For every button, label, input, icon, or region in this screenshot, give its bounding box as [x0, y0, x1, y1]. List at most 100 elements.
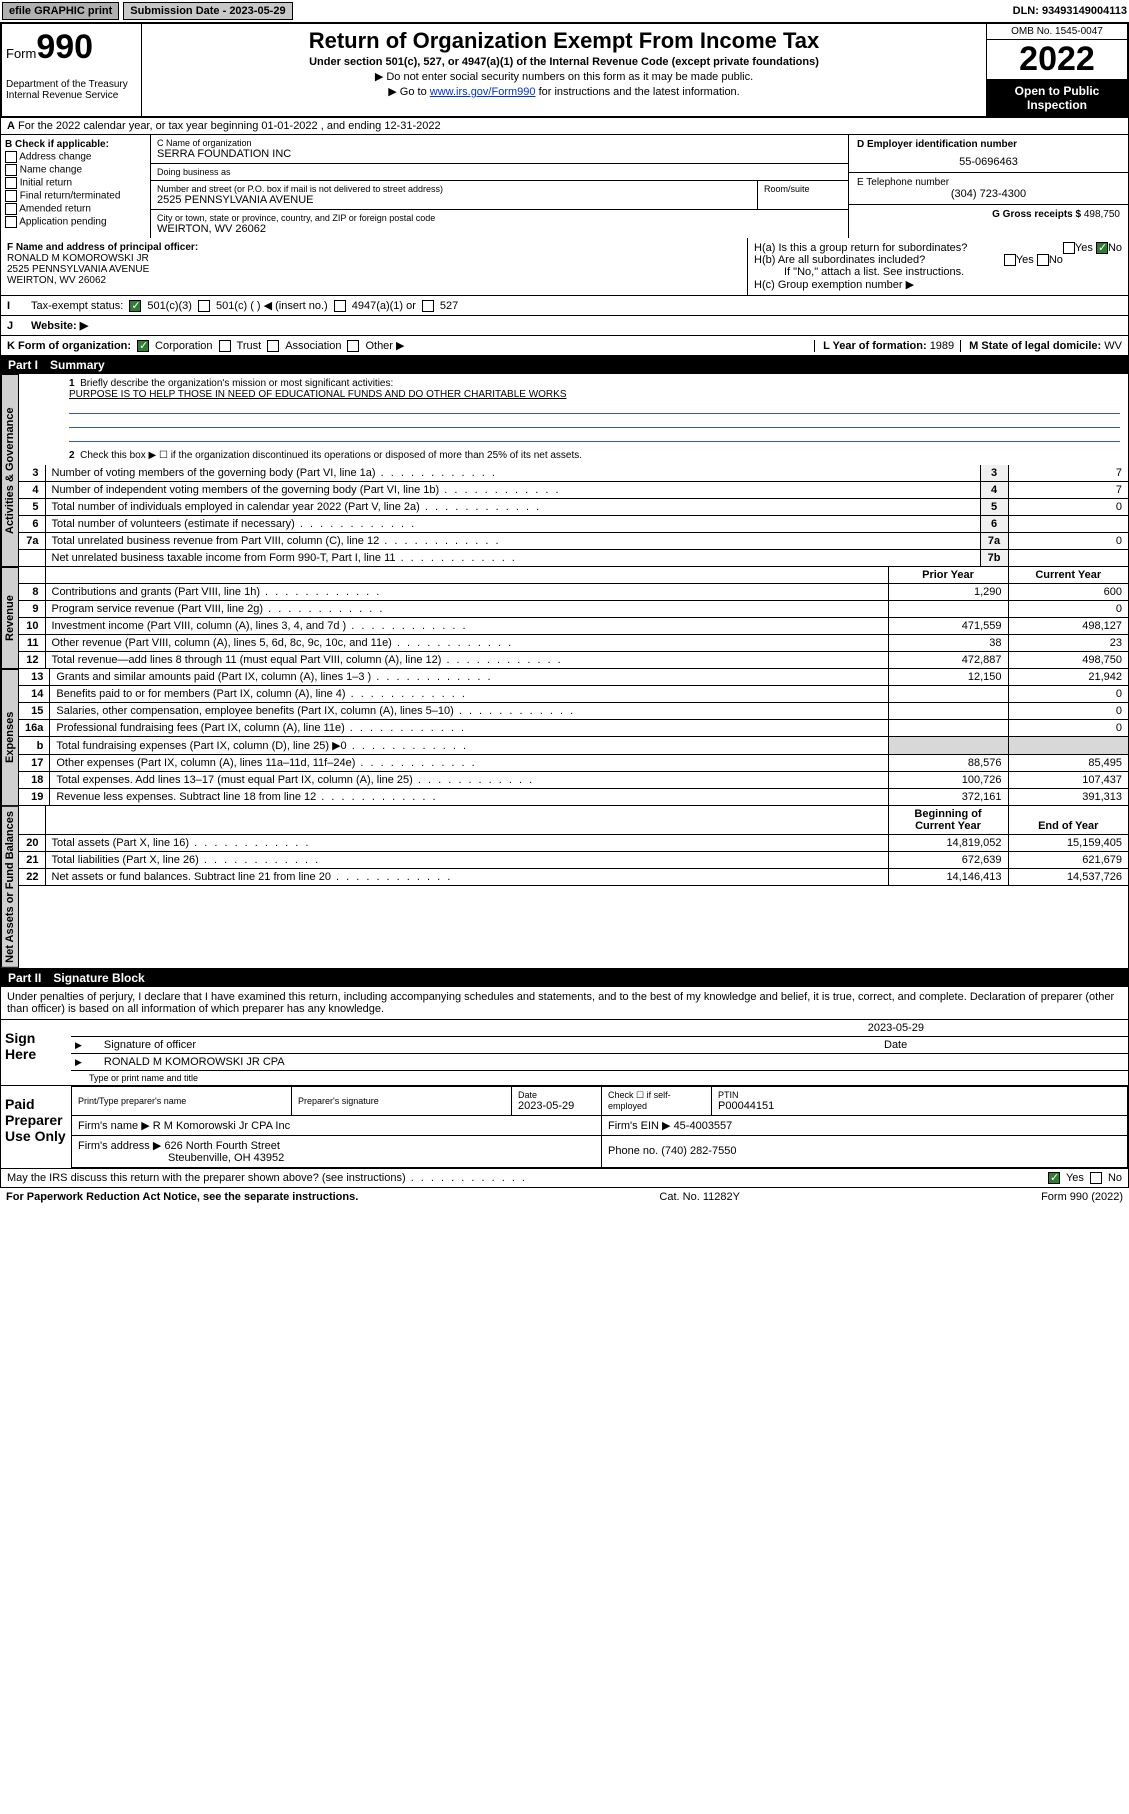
- room-label: Room/suite: [764, 184, 842, 194]
- prep-name-label: Print/Type preparer's name: [78, 1096, 285, 1106]
- discuss-yes: Yes: [1066, 1172, 1084, 1184]
- ha-yes-checkbox[interactable]: [1063, 242, 1075, 254]
- officer-addr2: WEIRTON, WV 26062: [7, 275, 106, 286]
- sig-arrow-icon: [75, 1039, 84, 1051]
- table-row: 8Contributions and grants (Part VIII, li…: [19, 584, 1128, 601]
- open-public-badge: Open to Public Inspection: [987, 80, 1127, 116]
- firm-addr-label: Firm's address ▶: [78, 1140, 161, 1152]
- phone-label: E Telephone number: [857, 177, 949, 188]
- hb-no-checkbox[interactable]: [1037, 254, 1049, 266]
- table-row: 14Benefits paid to or for members (Part …: [19, 686, 1128, 703]
- row-fh: F Name and address of principal officer:…: [0, 238, 1129, 296]
- ein-label: D Employer identification number: [857, 139, 1017, 150]
- sig-arrow-icon-2: [75, 1056, 84, 1068]
- ha-no-checkbox[interactable]: [1096, 242, 1108, 254]
- hc-label: H(c) Group exemption number ▶: [754, 279, 914, 291]
- irs-link[interactable]: www.irs.gov/Form990: [430, 86, 536, 98]
- line-a: A For the 2022 calendar year, or tax yea…: [0, 118, 1129, 135]
- prep-sig-label: Preparer's signature: [298, 1096, 505, 1106]
- domicile-label: M State of legal domicile:: [969, 340, 1101, 352]
- form-subtitle: Under section 501(c), 527, or 4947(a)(1)…: [150, 56, 978, 68]
- col-curr: Current Year: [1008, 567, 1128, 584]
- line-a-text: For the 2022 calendar year, or tax year …: [18, 120, 441, 132]
- col-prior: Prior Year: [888, 567, 1008, 584]
- discuss-yes-checkbox[interactable]: [1048, 1172, 1060, 1184]
- note2-pre: ▶ Go to: [388, 86, 429, 98]
- paid-preparer-label: Paid Preparer Use Only: [1, 1086, 71, 1168]
- opt-corp: Corporation: [155, 340, 212, 352]
- page-footer: For Paperwork Reduction Act Notice, see …: [0, 1188, 1129, 1206]
- corp-checkbox[interactable]: [137, 340, 149, 352]
- part1-body: Activities & Governance 1 Briefly descri…: [0, 374, 1129, 969]
- q1-text: PURPOSE IS TO HELP THOSE IN NEED OF EDUC…: [69, 389, 567, 400]
- self-employed-check[interactable]: Check ☐ if self-employed: [602, 1086, 712, 1115]
- checkbox-option[interactable]: Name change: [5, 164, 146, 176]
- checkbox-option[interactable]: Application pending: [5, 216, 146, 228]
- other-checkbox[interactable]: [347, 340, 359, 352]
- org-name: SERRA FOUNDATION INC: [157, 148, 842, 160]
- discuss-no-checkbox[interactable]: [1090, 1172, 1102, 1184]
- officer-label: F Name and address of principal officer:: [7, 242, 198, 253]
- dept-label: Department of the Treasury: [6, 79, 137, 90]
- 527-checkbox[interactable]: [422, 300, 434, 312]
- checkbox-option[interactable]: Address change: [5, 151, 146, 163]
- section-b: B Check if applicable: Address change Na…: [1, 135, 151, 238]
- table-row: 3Number of voting members of the governi…: [19, 465, 1128, 482]
- discuss-no: No: [1108, 1172, 1122, 1184]
- table-row: 7aTotal unrelated business revenue from …: [19, 533, 1128, 550]
- assoc-checkbox[interactable]: [267, 340, 279, 352]
- efile-button[interactable]: efile GRAPHIC print: [2, 2, 119, 20]
- topbar: efile GRAPHIC print Submission Date - 20…: [0, 0, 1129, 22]
- yes-label: Yes: [1075, 242, 1093, 254]
- checkbox-option[interactable]: Amended return: [5, 203, 146, 215]
- col-beg: Beginning of Current Year: [888, 806, 1008, 835]
- side-netassets: Net Assets or Fund Balances: [1, 806, 19, 968]
- opt-assoc: Association: [285, 340, 341, 352]
- 501c-checkbox[interactable]: [198, 300, 210, 312]
- no-label: No: [1108, 242, 1122, 254]
- side-governance: Activities & Governance: [1, 374, 19, 567]
- section-h: H(a) Is this a group return for subordin…: [748, 238, 1128, 295]
- opt-501c: 501(c) ( ) ◀ (insert no.): [216, 299, 328, 312]
- table-row: 18Total expenses. Add lines 13–17 (must …: [19, 772, 1128, 789]
- opt-trust: Trust: [237, 340, 262, 352]
- checkbox-option[interactable]: Initial return: [5, 177, 146, 189]
- irs-label: Internal Revenue Service: [6, 90, 137, 101]
- discuss-label: May the IRS discuss this return with the…: [7, 1172, 1042, 1184]
- checkbox-option[interactable]: Final return/terminated: [5, 190, 146, 202]
- section-klm: K Form of organization: Corporation Trus…: [0, 336, 1129, 356]
- submission-date-button[interactable]: Submission Date - 2023-05-29: [123, 2, 292, 20]
- footer-right: Form 990 (2022): [1041, 1191, 1123, 1203]
- prep-date-label: Date: [518, 1090, 595, 1100]
- side-expenses: Expenses: [1, 669, 19, 806]
- governance-table: 3Number of voting members of the governi…: [19, 465, 1128, 567]
- ha-label: H(a) Is this a group return for subordin…: [754, 242, 967, 254]
- table-row: 12Total revenue—add lines 8 through 11 (…: [19, 652, 1128, 669]
- firm-name-label: Firm's name ▶: [78, 1120, 150, 1132]
- part2-num: Part II: [8, 971, 41, 985]
- trust-checkbox[interactable]: [219, 340, 231, 352]
- addr-label: Number and street (or P.O. box if mail i…: [157, 184, 751, 194]
- 501c3-checkbox[interactable]: [129, 300, 141, 312]
- omb-number: OMB No. 1545-0047: [987, 24, 1127, 40]
- revenue-table: Prior YearCurrent Year 8Contributions an…: [19, 567, 1128, 669]
- form-header: Form990 Department of the Treasury Inter…: [0, 22, 1129, 118]
- 4947-checkbox[interactable]: [334, 300, 346, 312]
- form-note-1: ▶ Do not enter social security numbers o…: [150, 70, 978, 83]
- side-revenue: Revenue: [1, 567, 19, 669]
- officer-printed-name: RONALD M KOMOROWSKI JR CPA: [104, 1056, 285, 1068]
- name-title-label: Type or print name and title: [71, 1071, 1128, 1085]
- opt-527: 527: [440, 300, 458, 312]
- section-b-title: B Check if applicable:: [5, 139, 109, 150]
- footer-mid: Cat. No. 11282Y: [659, 1191, 740, 1203]
- table-row: 13Grants and similar amounts paid (Part …: [19, 669, 1128, 686]
- hb-yes-checkbox[interactable]: [1004, 254, 1016, 266]
- opt-501c3: 501(c)(3): [147, 300, 192, 312]
- part2-title: Signature Block: [53, 971, 144, 985]
- opt-4947: 4947(a)(1) or: [352, 300, 416, 312]
- table-row: 11Other revenue (Part VIII, column (A), …: [19, 635, 1128, 652]
- form-number: 990: [36, 28, 93, 66]
- table-row: 9Program service revenue (Part VIII, lin…: [19, 601, 1128, 618]
- gross-label: G Gross receipts $: [992, 209, 1081, 220]
- table-row: 4Number of independent voting members of…: [19, 482, 1128, 499]
